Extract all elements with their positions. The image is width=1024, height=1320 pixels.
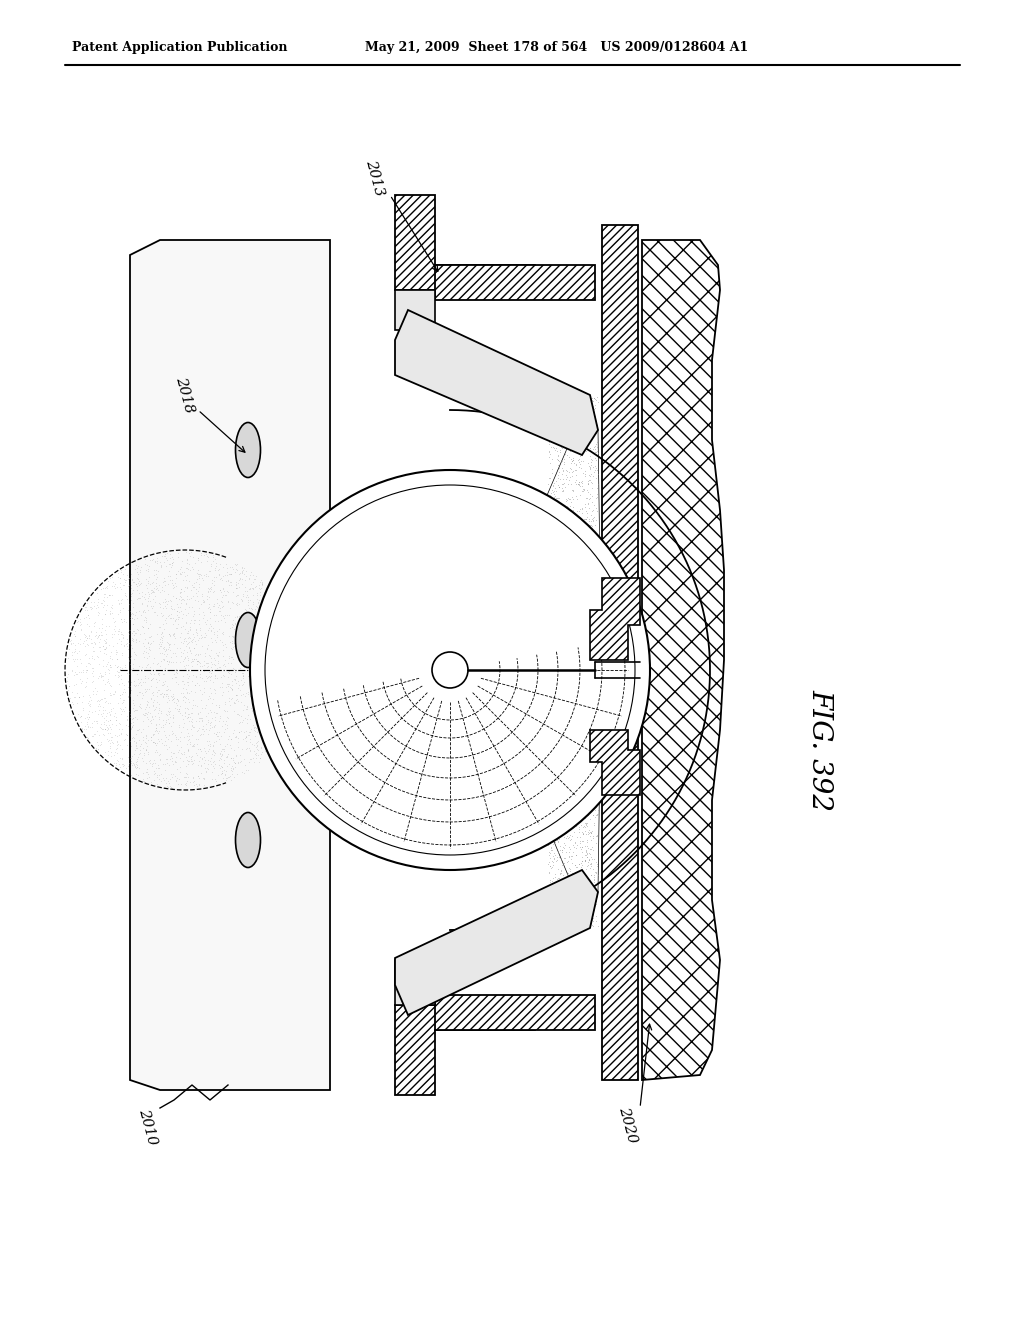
Polygon shape (395, 870, 598, 1015)
Polygon shape (395, 1005, 535, 1096)
Polygon shape (395, 290, 435, 330)
Polygon shape (395, 960, 435, 1005)
Text: FIG. 392: FIG. 392 (807, 689, 834, 810)
Polygon shape (395, 195, 535, 290)
Polygon shape (602, 224, 638, 1080)
Text: 2013: 2013 (364, 158, 386, 198)
Polygon shape (642, 240, 724, 1080)
Text: May 21, 2009  Sheet 178 of 564   US 2009/0128604 A1: May 21, 2009 Sheet 178 of 564 US 2009/01… (365, 41, 749, 54)
Polygon shape (435, 265, 595, 300)
Text: Patent Application Publication: Patent Application Publication (72, 41, 288, 54)
Ellipse shape (236, 422, 260, 478)
Polygon shape (130, 240, 330, 1090)
Circle shape (265, 484, 635, 855)
Polygon shape (590, 730, 640, 795)
Ellipse shape (236, 813, 260, 867)
Polygon shape (435, 995, 595, 1030)
Circle shape (250, 470, 650, 870)
Text: 2020: 2020 (616, 1105, 640, 1144)
Text: 2018: 2018 (173, 375, 197, 414)
Ellipse shape (236, 612, 260, 668)
Text: 2010: 2010 (136, 1107, 160, 1147)
Polygon shape (395, 310, 598, 455)
Polygon shape (590, 578, 640, 660)
Circle shape (432, 652, 468, 688)
